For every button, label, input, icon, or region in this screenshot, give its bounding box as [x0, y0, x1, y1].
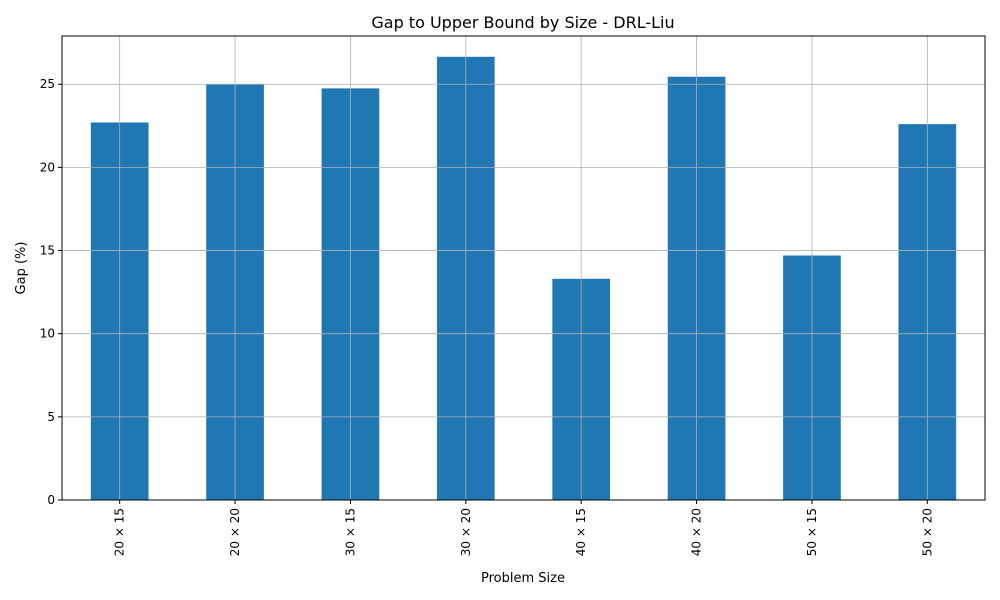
- y-tick-label: 5: [47, 410, 55, 424]
- x-tick-label: 50 × 20: [920, 508, 934, 556]
- chart-title: Gap to Upper Bound by Size - DRL-Liu: [371, 13, 674, 32]
- y-tick-label: 25: [40, 77, 55, 91]
- x-axis-label: Problem Size: [481, 571, 565, 586]
- x-tick-label: 40 × 15: [574, 508, 588, 556]
- x-tick-label: 20 × 20: [228, 508, 242, 556]
- y-tick-label: 10: [40, 327, 55, 341]
- y-tick-label: 0: [47, 493, 55, 507]
- x-tick-label: 40 × 20: [690, 508, 704, 556]
- x-tick-label: 30 × 15: [343, 508, 357, 556]
- bars: [90, 56, 957, 501]
- y-axis-label: Gap (%): [14, 242, 29, 295]
- y-tick-label: 20: [40, 160, 55, 174]
- x-tick-label: 30 × 20: [459, 508, 473, 556]
- y-axis-ticks: 0 5 10 15 20 25: [40, 77, 62, 507]
- gridlines-overlay: [62, 36, 985, 501]
- plot-frame: [61, 35, 986, 501]
- x-axis-ticks: 20 × 15 20 × 20 30 × 15 30 × 20 40 × 15 40 × …: [113, 500, 934, 556]
- x-tick-label: 50 × 15: [805, 508, 819, 556]
- y-tick-label: 15: [40, 244, 55, 258]
- x-tick-label: 20 × 15: [113, 508, 127, 556]
